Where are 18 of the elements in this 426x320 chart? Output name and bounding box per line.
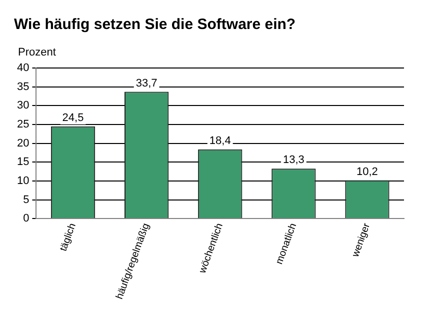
y-tick-label: 30 (16, 100, 30, 112)
data-label: 18,4 (209, 134, 231, 147)
data-label: 13,3 (282, 154, 304, 166)
y-tick-label: 35 (16, 80, 30, 93)
data-label: 24,5 (62, 112, 84, 124)
y-tick-label: 0 (23, 212, 30, 225)
y-tick-label: 5 (23, 194, 30, 206)
y-tick-label: 10 (16, 175, 30, 188)
data-label: 33,7 (136, 77, 158, 90)
y-tick-label: 20 (16, 137, 30, 150)
y-tick-label: 40 (16, 62, 30, 74)
data-label: 10,2 (356, 166, 378, 178)
y-tick-label: 15 (16, 156, 30, 168)
x-tick-label: weniger (350, 221, 373, 260)
chart-title: Wie häufig setzen Sie die Software ein? (14, 16, 296, 34)
y-tick-label: 25 (16, 118, 30, 131)
x-tick-label: täglich (58, 222, 78, 253)
y-axis-title: Prozent (18, 46, 56, 59)
